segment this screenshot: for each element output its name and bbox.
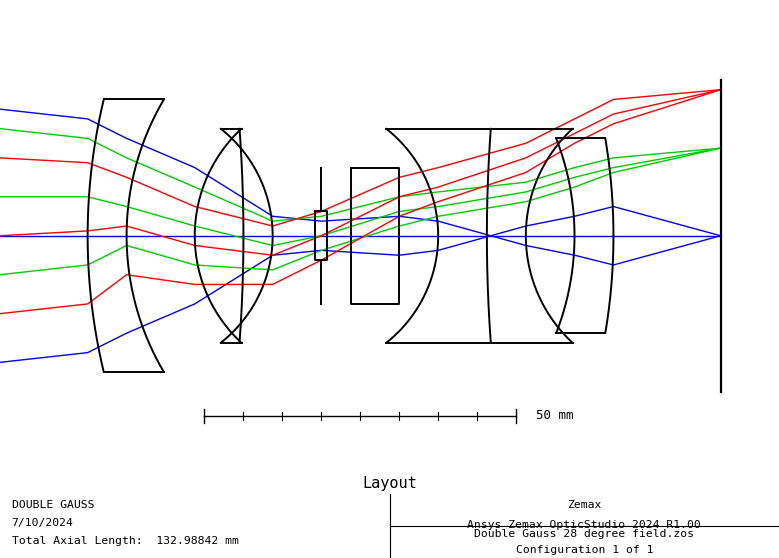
- Text: Configuration 1 of 1: Configuration 1 of 1: [516, 545, 653, 555]
- Text: Zemax: Zemax: [567, 501, 601, 511]
- Text: Double Gauss 28 degree field.zos: Double Gauss 28 degree field.zos: [474, 528, 694, 538]
- Text: 50 mm: 50 mm: [536, 410, 573, 422]
- Text: 7/10/2024: 7/10/2024: [12, 518, 73, 528]
- Text: DOUBLE GAUSS: DOUBLE GAUSS: [12, 501, 94, 511]
- Text: Layout: Layout: [362, 476, 417, 490]
- Text: Ansys Zemax OpticStudio 2024 R1.00: Ansys Zemax OpticStudio 2024 R1.00: [467, 519, 701, 530]
- Text: Total Axial Length:  132.98842 mm: Total Axial Length: 132.98842 mm: [12, 536, 238, 546]
